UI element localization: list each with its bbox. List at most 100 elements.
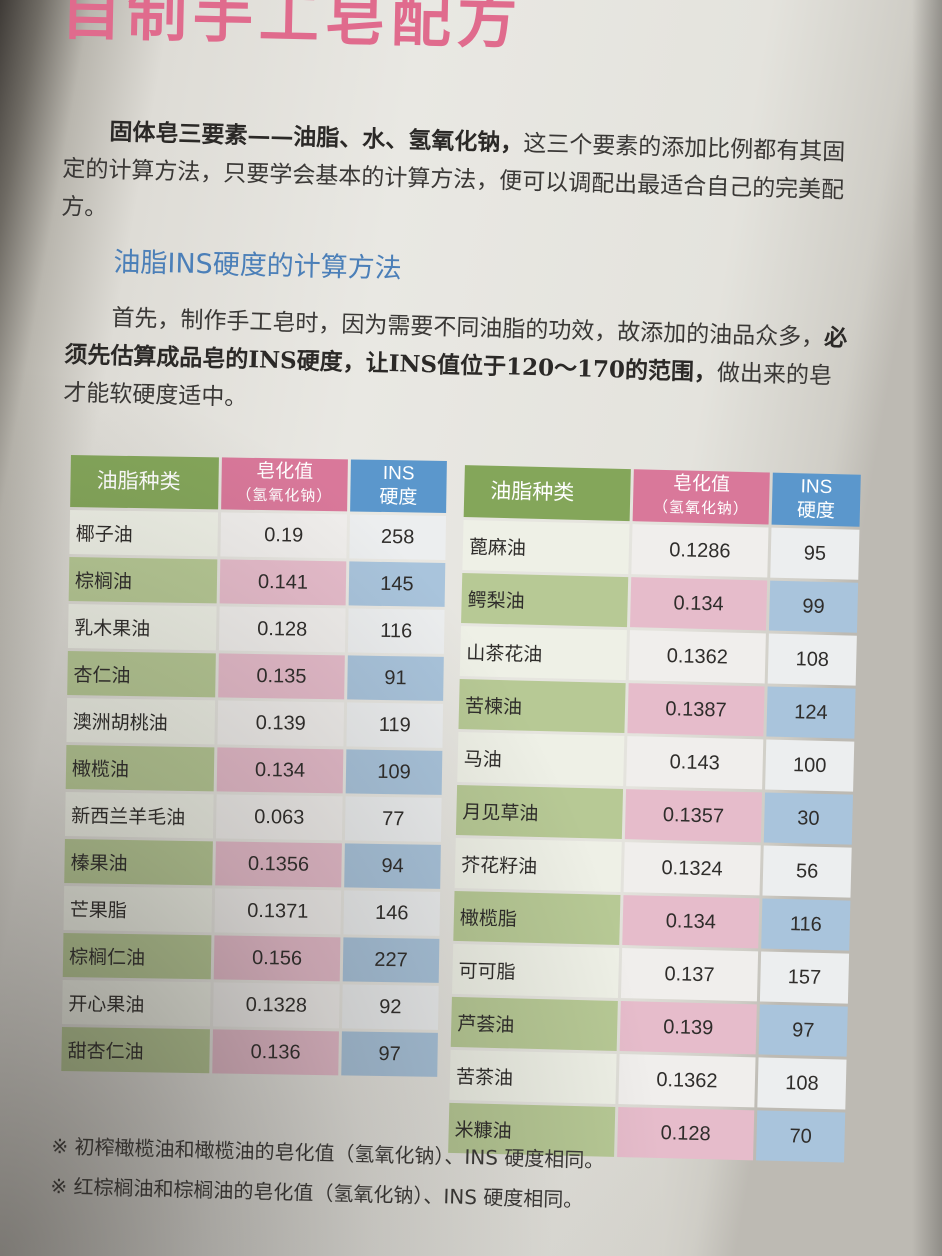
saponification-cell: 0.143 [626, 736, 764, 790]
table-row: 开心果油 0.1328 92 [62, 979, 439, 1030]
saponification-cell: 0.135 [218, 653, 345, 700]
table-header-row: 油脂种类 皂化值 （氢氧化钠） INS 硬度 [70, 455, 447, 513]
saponification-cell: 0.1357 [624, 789, 763, 843]
header-oil-type: 油脂种类 [70, 455, 219, 510]
table-row: 芥花籽油 0.1324 56 [454, 837, 852, 898]
section-heading: 油脂INS硬度的计算方法 [113, 246, 403, 285]
saponification-cell: 0.134 [216, 747, 344, 794]
saponification-cell: 0.134 [630, 577, 768, 631]
saponification-cell: 0.128 [218, 606, 346, 653]
header-oil-type: 油脂种类 [463, 465, 631, 522]
left-table-body: 椰子油 0.19 258 棕榈油 0.141 145 乳木果油 0.128 116 杏仁油 0.13… [61, 510, 447, 1077]
oil-name-cell: 苦楝油 [458, 679, 626, 734]
header-ins-line2: 硬度 [379, 486, 418, 509]
saponification-cell: 0.1324 [623, 842, 761, 896]
saponification-cell: 0.137 [620, 948, 759, 1002]
oil-name-cell: 橄榄脂 [453, 890, 621, 945]
table-header-row: 油脂种类 皂化值 （氢氧化钠） INS 硬度 [463, 465, 861, 527]
ins-cell: 146 [343, 890, 441, 936]
header-sap-line1: 皂化值 [672, 473, 731, 496]
ins-cell: 97 [758, 1004, 848, 1057]
ins-cell: 116 [347, 608, 445, 654]
oil-name-cell: 苦茶油 [449, 1049, 617, 1104]
oil-name-cell: 鳄梨油 [461, 573, 629, 628]
oil-name-cell: 乳木果油 [67, 604, 217, 651]
table-row: 甜杏仁油 0.136 97 [61, 1026, 438, 1077]
saponification-cell: 0.141 [219, 559, 347, 606]
page-edge [912, 0, 942, 1256]
table-row: 苦茶油 0.1362 108 [449, 1049, 847, 1110]
oil-name-cell: 马油 [457, 731, 625, 787]
oil-name-cell: 棕榈油 [68, 557, 218, 604]
intro-lead: 固体皂三要素——油脂、水、氢氧化钠， [109, 118, 524, 157]
ins-cell: 119 [346, 702, 444, 748]
table-row: 杏仁油 0.135 91 [67, 651, 444, 701]
table-row: 马油 0.143 100 [457, 731, 855, 792]
table-row: 棕榈油 0.141 145 [68, 557, 446, 607]
ins-cell: 108 [757, 1057, 847, 1110]
oil-name-cell: 橄榄油 [65, 745, 215, 792]
header-sap-line1: 皂化值 [256, 460, 314, 483]
oil-name-cell: 山茶花油 [459, 626, 627, 681]
table-row: 苦楝油 0.1387 124 [458, 679, 856, 739]
header-saponification: 皂化值 （氢氧化钠） [221, 457, 348, 512]
table-row: 山茶花油 0.1362 108 [459, 626, 857, 686]
saponification-cell: 0.19 [220, 512, 348, 559]
intro-paragraph: 固体皂三要素——油脂、水、氢氧化钠，这三个要素的添加比例都有其固定的计算方法，只… [61, 112, 854, 248]
oil-name-cell: 棕榈仁油 [62, 932, 212, 980]
saponification-cell: 0.1356 [215, 841, 342, 888]
ins-cell: 100 [765, 739, 855, 792]
header-saponification: 皂化值 （氢氧化钠） [632, 469, 770, 525]
saponification-cell: 0.134 [622, 895, 760, 949]
ins-cell: 91 [347, 655, 444, 701]
page-title: 自制手工皂配方 [60, 0, 524, 58]
header-sap-line2: （氢氧化钠） [652, 498, 750, 519]
body-paragraph: 首先，制作手工皂时，因为需要不同油脂的功效，故添加的油品众多，必须先估算成品皂的… [63, 298, 856, 434]
saponification-cell: 0.1362 [628, 630, 766, 684]
saponification-cell: 0.1362 [618, 1054, 756, 1108]
saponification-cell: 0.156 [213, 935, 341, 982]
oil-name-cell: 芦荟油 [450, 996, 618, 1051]
table-row: 澳洲胡桃油 0.139 119 [66, 698, 444, 748]
ins-cell: 145 [348, 561, 446, 607]
table-row: 棕榈仁油 0.156 227 [62, 932, 440, 983]
oil-name-cell: 澳洲胡桃油 [66, 698, 216, 745]
header-sap-line2: （氢氧化钠） [236, 486, 333, 506]
header-ins-line2: 硬度 [796, 500, 836, 523]
ins-cell: 92 [341, 984, 439, 1030]
oil-name-cell: 芥花籽油 [454, 837, 622, 893]
header-ins-line1: INS [382, 462, 415, 485]
ins-cell: 77 [344, 796, 442, 842]
oil-name-cell: 新西兰羊毛油 [64, 792, 214, 839]
ins-cell: 157 [759, 951, 850, 1004]
oil-name-cell: 榛果油 [64, 838, 213, 886]
oil-name-cell: 开心果油 [62, 979, 211, 1027]
oil-name-cell: 甜杏仁油 [61, 1026, 210, 1074]
saponification-cell: 0.139 [217, 700, 345, 747]
oil-name-cell: 蓖麻油 [462, 520, 630, 575]
ins-cell: 227 [342, 937, 440, 983]
table-row: 可可脂 0.137 157 [452, 943, 850, 1004]
ins-cell: 109 [345, 749, 443, 795]
ins-cell: 99 [768, 580, 859, 633]
saponification-cell: 0.1371 [214, 888, 342, 935]
oil-name-cell: 可可脂 [452, 943, 620, 998]
right-oil-table: 油脂种类 皂化值 （氢氧化钠） INS 硬度 蓖麻油 0.1286 95 鳄梨油 0.134… [445, 462, 864, 1166]
ins-cell: 56 [762, 845, 852, 898]
ins-cell: 97 [341, 1031, 438, 1077]
table-row: 芒果脂 0.1371 146 [63, 885, 441, 936]
ins-cell: 94 [344, 843, 441, 889]
table-row: 椰子油 0.19 258 [69, 510, 447, 560]
ins-cell: 124 [766, 686, 856, 739]
table-row: 乳木果油 0.128 116 [67, 604, 445, 654]
ins-cell: 116 [761, 898, 851, 951]
saponification-cell: 0.1387 [627, 683, 765, 737]
left-oil-table: 油脂种类 皂化值 （氢氧化钠） INS 硬度 椰子油 0.19 258 棕榈油 0.141 1… [58, 452, 450, 1080]
ins-cell: 108 [767, 633, 857, 686]
table-row: 新西兰羊毛油 0.063 77 [64, 792, 442, 842]
table-row: 橄榄油 0.134 109 [65, 745, 443, 795]
table-row: 芦荟油 0.139 97 [450, 996, 848, 1057]
header-ins: INS 硬度 [350, 459, 447, 513]
table-row: 橄榄脂 0.134 116 [453, 890, 851, 951]
oil-name-cell: 椰子油 [69, 510, 219, 557]
